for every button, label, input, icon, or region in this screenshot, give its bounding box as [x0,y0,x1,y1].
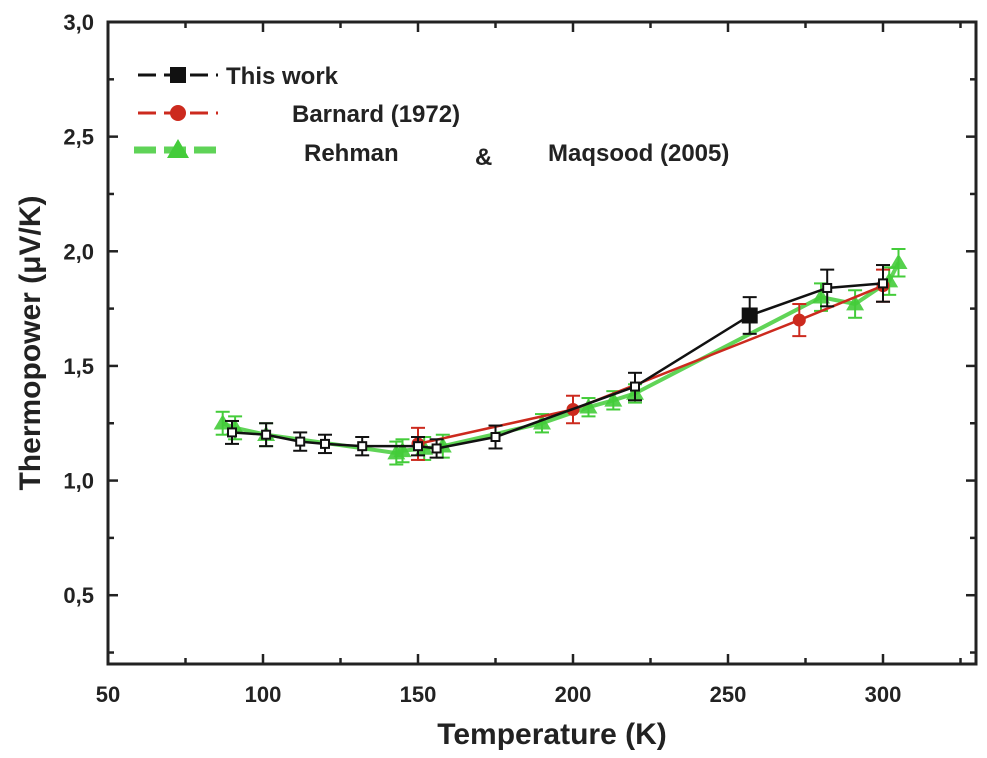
data-point [490,432,501,443]
x-tick-label: 300 [865,682,902,707]
data-point [431,443,442,454]
data-point [846,295,865,311]
x-axis-title: Temperature (K) [437,718,666,751]
data-point [792,313,806,327]
series-layer [213,247,908,466]
data-point [413,441,423,452]
series-line [417,284,884,446]
series-line [231,282,884,450]
legend-entry-this-work: This work [138,63,339,90]
x-tick-label: 100 [245,682,282,707]
data-point [227,427,237,438]
y-tick-label: 3,0 [63,10,94,35]
data-point [295,436,306,447]
x-tick-label: 150 [400,682,437,707]
y-axis-title: Thermopower (μV/K) [14,195,47,490]
legend-entry-barnard: Barnard (1972) [138,101,460,128]
data-point [878,278,888,289]
data-point [393,441,412,458]
legend-label-maqsood: Maqsood (2005) [548,140,729,167]
series-0 [225,264,890,459]
y-tick-label: 0,5 [63,583,94,608]
data-point [889,253,908,270]
data-point [741,307,758,324]
data-point [579,398,598,414]
data-point [604,391,623,407]
legend-label-barnard: Barnard (1972) [292,101,460,128]
y-tick-label: 2,5 [63,125,94,150]
legend-label-rehman: Rehman [304,140,399,167]
data-point [812,288,830,304]
data-point [822,282,833,293]
legend-label-ampersand: & [475,144,492,171]
y-tick-label: 1,5 [63,354,94,379]
plot-frame [106,20,978,666]
legend-label-this-work: This work [226,63,339,90]
legend-entry-rehman: Rehman & Maqsood (2005) [134,139,729,171]
x-tick-label: 200 [555,682,592,707]
data-point [630,381,640,392]
data-point [533,414,551,430]
data-point [320,438,330,449]
y-tick-label: 1,0 [63,469,94,494]
data-point [213,414,232,430]
series-line [222,261,901,456]
series-2 [213,247,908,466]
ticks-layer: 50 100 150 200 250 300 0,5 1,0 1,5 2,0 2,5 3,0 [63,10,976,707]
y-tick-label: 2,0 [63,239,94,264]
x-tick-label: 50 [96,682,120,707]
data-point [357,441,368,452]
x-tick-label: 250 [710,682,747,707]
legend: This work Barnard (1972) Rehman & Maqsoo… [134,63,729,171]
data-point [261,429,272,440]
